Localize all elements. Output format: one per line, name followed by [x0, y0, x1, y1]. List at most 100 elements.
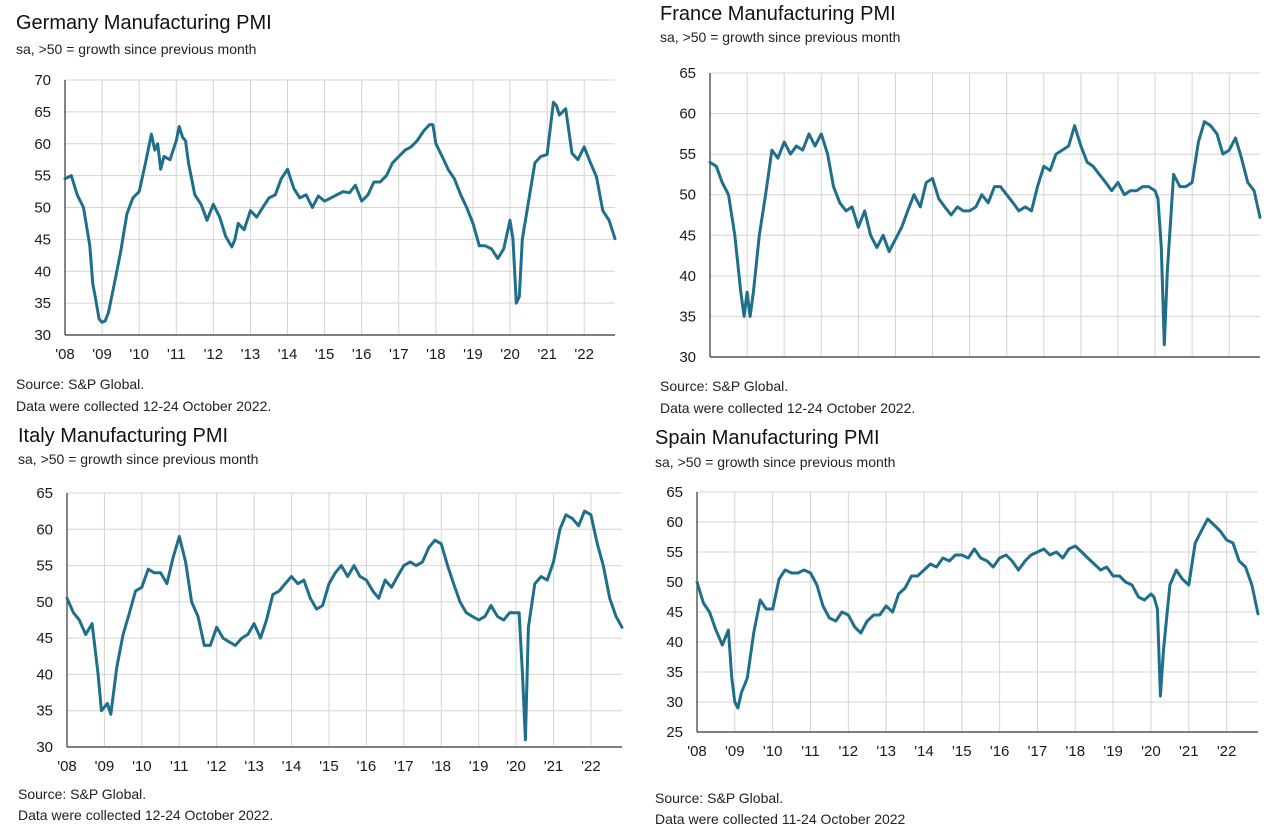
- source-note: Source: S&P Global.: [660, 378, 789, 394]
- source-note: Source: S&P Global.: [18, 786, 147, 802]
- x-tick-label: '14: [278, 346, 298, 363]
- y-tick-label: 65: [666, 484, 683, 501]
- y-tick-label: 50: [679, 187, 696, 204]
- x-tick-label: '20: [500, 346, 520, 363]
- x-tick-label: '16: [352, 346, 372, 363]
- chart-subtitle: sa, >50 = growth since previous month: [655, 454, 896, 470]
- chart-panel-germany: Germany Manufacturing PMI sa, >50 = grow…: [0, 0, 640, 420]
- chart-panel-france: France Manufacturing PMI sa, >50 = growt…: [640, 0, 1280, 420]
- x-tick-label: '18: [1066, 743, 1086, 760]
- chart-title: Italy Manufacturing PMI: [18, 425, 229, 447]
- collection-note: Data were collected 12-24 October 2022.: [660, 400, 916, 416]
- x-tick-label: '13: [244, 758, 264, 775]
- x-tick-label: '22: [581, 758, 601, 775]
- x-tick-label: '21: [1179, 743, 1199, 760]
- x-tick-label: '14: [914, 743, 934, 760]
- x-tick-label: '08: [57, 758, 77, 775]
- y-tick-label: 55: [666, 544, 683, 561]
- chart-title: France Manufacturing PMI: [660, 3, 896, 25]
- x-tick-label: '21: [544, 758, 564, 775]
- chart-subtitle: sa, >50 = growth since previous month: [16, 41, 257, 57]
- chart-subtitle: sa, >50 = growth since previous month: [660, 29, 901, 45]
- y-tick-label: 65: [34, 104, 51, 121]
- x-tick-label: '15: [315, 346, 335, 363]
- x-tick-label: '10: [763, 743, 783, 760]
- y-tick-label: 40: [666, 634, 683, 651]
- x-tick-label: '18: [431, 758, 451, 775]
- x-tick-label: '10: [129, 346, 149, 363]
- x-tick-label: '22: [574, 346, 594, 363]
- chart-title: Spain Manufacturing PMI: [655, 427, 880, 449]
- chart-subtitle: sa, >50 = growth since previous month: [18, 451, 259, 467]
- line-chart-france: 30 35 40 45 50 55 60 65: [679, 65, 1262, 366]
- line-chart-germany: 30 35 40 45 50 55 60 65 70 '08 '09 '10 '11 '12 '13 '14 '…: [34, 72, 617, 363]
- x-tick-label: '20: [1141, 743, 1161, 760]
- collection-note: Data were collected 11-24 October 2022: [655, 811, 906, 827]
- y-tick-label: 50: [34, 200, 51, 217]
- x-tick-label: '17: [389, 346, 409, 363]
- x-tick-label: '16: [357, 758, 377, 775]
- y-tick-label: 55: [34, 168, 51, 185]
- y-tick-label: 45: [666, 604, 683, 621]
- x-tick-label: '17: [394, 758, 414, 775]
- x-tick-label: '08: [55, 346, 75, 363]
- y-tick-label: 65: [679, 65, 696, 82]
- y-tick-label: 40: [34, 263, 51, 280]
- y-tick-label: 30: [679, 349, 696, 366]
- pmi-series-line: [695, 517, 1260, 710]
- y-tick-label: 60: [34, 136, 51, 153]
- x-tick-label: '15: [319, 758, 339, 775]
- y-tick-label: 40: [679, 268, 696, 285]
- x-tick-label: '19: [469, 758, 489, 775]
- y-tick-label: 30: [36, 739, 53, 756]
- x-tick-label: '10: [132, 758, 152, 775]
- x-tick-label: '17: [1028, 743, 1048, 760]
- line-chart-italy: 30 35 40 45 50 55 60 65 '08 '09 '10 '11 '12 '13 '14 '15…: [36, 485, 624, 775]
- y-tick-label: 60: [679, 106, 696, 123]
- chart-panel-spain: Spain Manufacturing PMI sa, >50 = growth…: [640, 415, 1280, 830]
- line-chart-spain: 25 30 35 40 45 50 55 60 65 '08 '09 '10 '11 '12 '13 '14 '…: [666, 484, 1260, 760]
- x-tick-label: '14: [282, 758, 302, 775]
- collection-note: Data were collected 12-24 October 2022.: [16, 398, 272, 414]
- y-tick-label: 35: [666, 664, 683, 681]
- x-tick-label: '19: [463, 346, 483, 363]
- y-tick-label: 70: [34, 72, 51, 89]
- y-tick-label: 30: [666, 694, 683, 711]
- x-tick-label: '09: [92, 346, 112, 363]
- x-tick-label: '19: [1103, 743, 1123, 760]
- collection-note: Data were collected 12-24 October 2022.: [18, 807, 274, 823]
- x-tick-label: '18: [426, 346, 446, 363]
- pmi-series-line: [708, 120, 1262, 347]
- y-tick-label: 40: [36, 666, 53, 683]
- x-tick-label: '16: [990, 743, 1010, 760]
- x-tick-label: '13: [241, 346, 261, 363]
- y-tick-label: 35: [36, 703, 53, 720]
- x-tick-label: '11: [170, 758, 188, 775]
- x-tick-label: '12: [207, 758, 227, 775]
- y-tick-label: 55: [679, 146, 696, 163]
- x-tick-label: '21: [537, 346, 557, 363]
- y-tick-label: 25: [666, 724, 683, 741]
- y-tick-label: 55: [36, 558, 53, 575]
- chart-panel-italy: Italy Manufacturing PMI sa, >50 = growth…: [0, 415, 640, 830]
- x-tick-label: '15: [952, 743, 972, 760]
- y-tick-label: 45: [36, 630, 53, 647]
- y-tick-label: 60: [36, 521, 53, 538]
- x-tick-label: '13: [876, 743, 896, 760]
- x-tick-label: '22: [1217, 743, 1237, 760]
- source-note: Source: S&P Global.: [655, 790, 784, 806]
- y-tick-label: 50: [36, 594, 53, 611]
- y-tick-label: 45: [34, 231, 51, 248]
- y-tick-label: 60: [666, 514, 683, 531]
- y-tick-label: 45: [679, 227, 696, 244]
- x-tick-label: '11: [801, 743, 819, 760]
- y-tick-label: 35: [34, 295, 51, 312]
- x-tick-label: '09: [725, 743, 745, 760]
- x-tick-label: '12: [839, 743, 859, 760]
- y-tick-label: 50: [666, 574, 683, 591]
- y-tick-label: 30: [34, 327, 51, 344]
- source-note: Source: S&P Global.: [16, 376, 145, 392]
- x-tick-label: '11: [167, 346, 185, 363]
- y-tick-label: 65: [36, 485, 53, 502]
- pmi-series-line: [65, 509, 624, 742]
